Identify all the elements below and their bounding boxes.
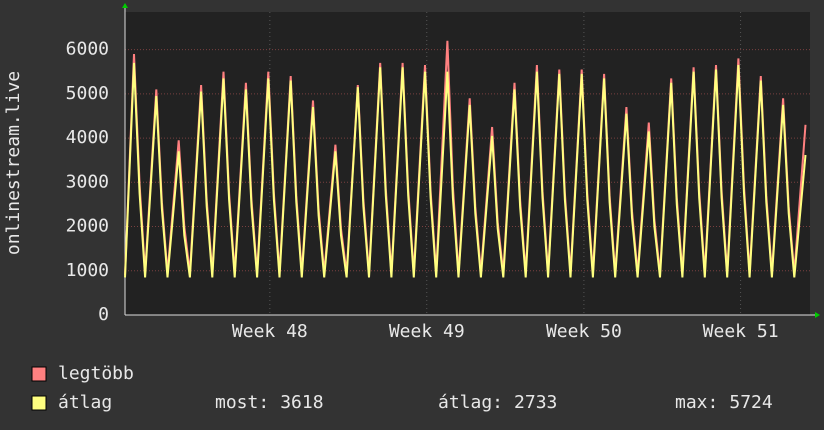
y-tick-label: 5000 (66, 83, 109, 104)
y-tick-label: 6000 (66, 39, 109, 60)
y-tick-label: 3000 (66, 171, 109, 192)
y-axis-label: onlinestream.live (3, 71, 24, 255)
stat-label: max: (675, 392, 718, 413)
stat-label: átlag: (438, 392, 503, 413)
stat-value: 2733 (514, 392, 557, 413)
y-tick-label: 0 (98, 304, 109, 325)
plot-area (125, 12, 810, 315)
x-tick-label: Week 51 (703, 321, 779, 342)
y-tick-label: 4000 (66, 127, 109, 148)
y-arrow (122, 3, 128, 8)
series-line (124, 62, 807, 278)
x-tick-label: Week 48 (232, 321, 308, 342)
stat-value: 3618 (280, 392, 323, 413)
y-tick-label: 1000 (66, 260, 109, 281)
x-tick-label: Week 49 (389, 321, 465, 342)
legend-swatch (31, 395, 47, 411)
stat-value: 5724 (729, 392, 772, 413)
x-arrow (815, 312, 820, 318)
x-tick-label: Week 50 (546, 321, 622, 342)
legend-label: legtöbb (58, 363, 134, 384)
y-tick-label: 2000 (66, 216, 109, 237)
stat-label: most: (215, 392, 269, 413)
legend-swatch (31, 366, 47, 382)
legend-label: átlag (58, 392, 112, 413)
